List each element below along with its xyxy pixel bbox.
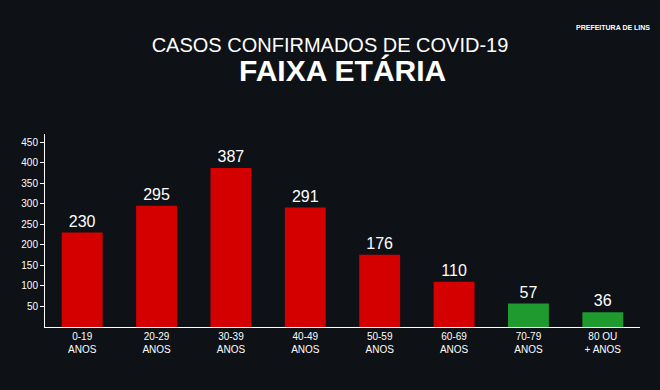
svg-text:200: 200: [21, 239, 38, 250]
svg-text:150: 150: [21, 260, 38, 271]
svg-text:36: 36: [594, 292, 612, 309]
svg-text:176: 176: [366, 235, 393, 252]
svg-text:40-49ANOS: 40-49ANOS: [291, 331, 320, 355]
svg-text:PREFEITURA DE LINS: PREFEITURA DE LINS: [576, 24, 650, 31]
svg-text:CASOS CONFIRMADOS DE COVID-19: CASOS CONFIRMADOS DE COVID-19: [152, 34, 509, 56]
svg-text:350: 350: [21, 178, 38, 189]
svg-text:100: 100: [21, 280, 38, 291]
svg-text:57: 57: [519, 284, 537, 301]
svg-text:230: 230: [69, 213, 96, 230]
svg-text:300: 300: [21, 198, 38, 209]
svg-text:0-19ANOS: 0-19ANOS: [68, 331, 97, 355]
svg-text:30-39ANOS: 30-39ANOS: [217, 331, 246, 355]
svg-text:400: 400: [21, 157, 38, 168]
svg-text:450: 450: [21, 137, 38, 148]
svg-text:60-69ANOS: 60-69ANOS: [440, 331, 469, 355]
svg-text:387: 387: [218, 148, 245, 165]
svg-text:250: 250: [21, 219, 38, 230]
svg-text:FAIXA ETÁRIA: FAIXA ETÁRIA: [239, 54, 446, 87]
svg-text:295: 295: [143, 186, 170, 203]
svg-text:291: 291: [292, 188, 319, 205]
svg-text:80 OU+ ANOS: 80 OU+ ANOS: [585, 331, 622, 355]
svg-text:110: 110: [441, 262, 467, 279]
svg-text:50: 50: [27, 301, 39, 312]
svg-text:20-29ANOS: 20-29ANOS: [142, 331, 171, 355]
svg-text:50-59ANOS: 50-59ANOS: [366, 331, 395, 355]
svg-text:70-79ANOS: 70-79ANOS: [514, 331, 543, 355]
